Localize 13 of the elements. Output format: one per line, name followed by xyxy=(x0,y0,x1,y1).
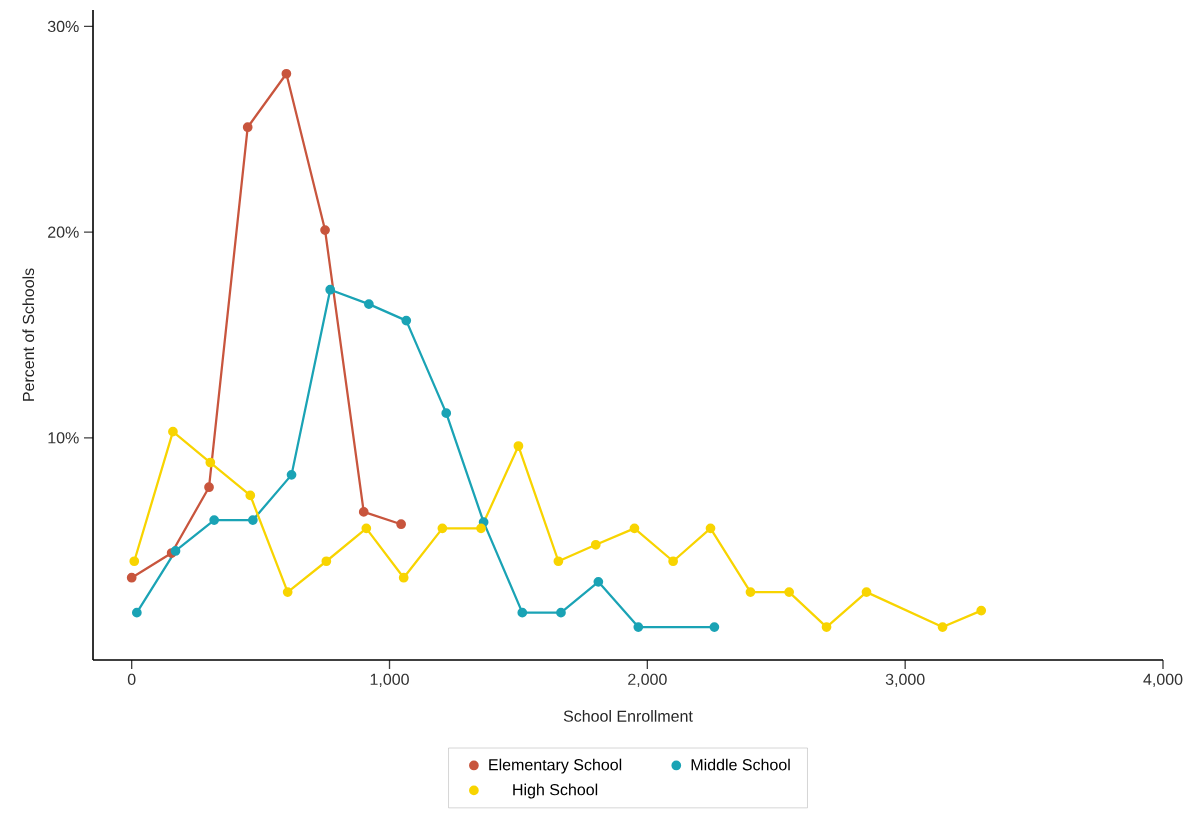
x-axis-title: School Enrollment xyxy=(563,710,693,722)
legend-label: High School xyxy=(513,783,598,799)
y-tick-label: 30% xyxy=(47,20,79,33)
y-tick-label: 10% xyxy=(48,432,79,444)
legend-label: Middle School xyxy=(691,758,790,771)
x-tick-label: 3,000 xyxy=(885,673,925,687)
x-tick-label: 4,000 xyxy=(1143,673,1183,687)
y-axis-title: Percent of Schools xyxy=(22,268,35,401)
legend-label: Elementary School xyxy=(489,758,622,774)
y-tick-label: 20% xyxy=(48,226,79,238)
x-tick-label: 1,000 xyxy=(370,673,409,687)
x-tick-label: 0 xyxy=(127,673,136,686)
x-tick-label: 2,000 xyxy=(628,673,667,687)
